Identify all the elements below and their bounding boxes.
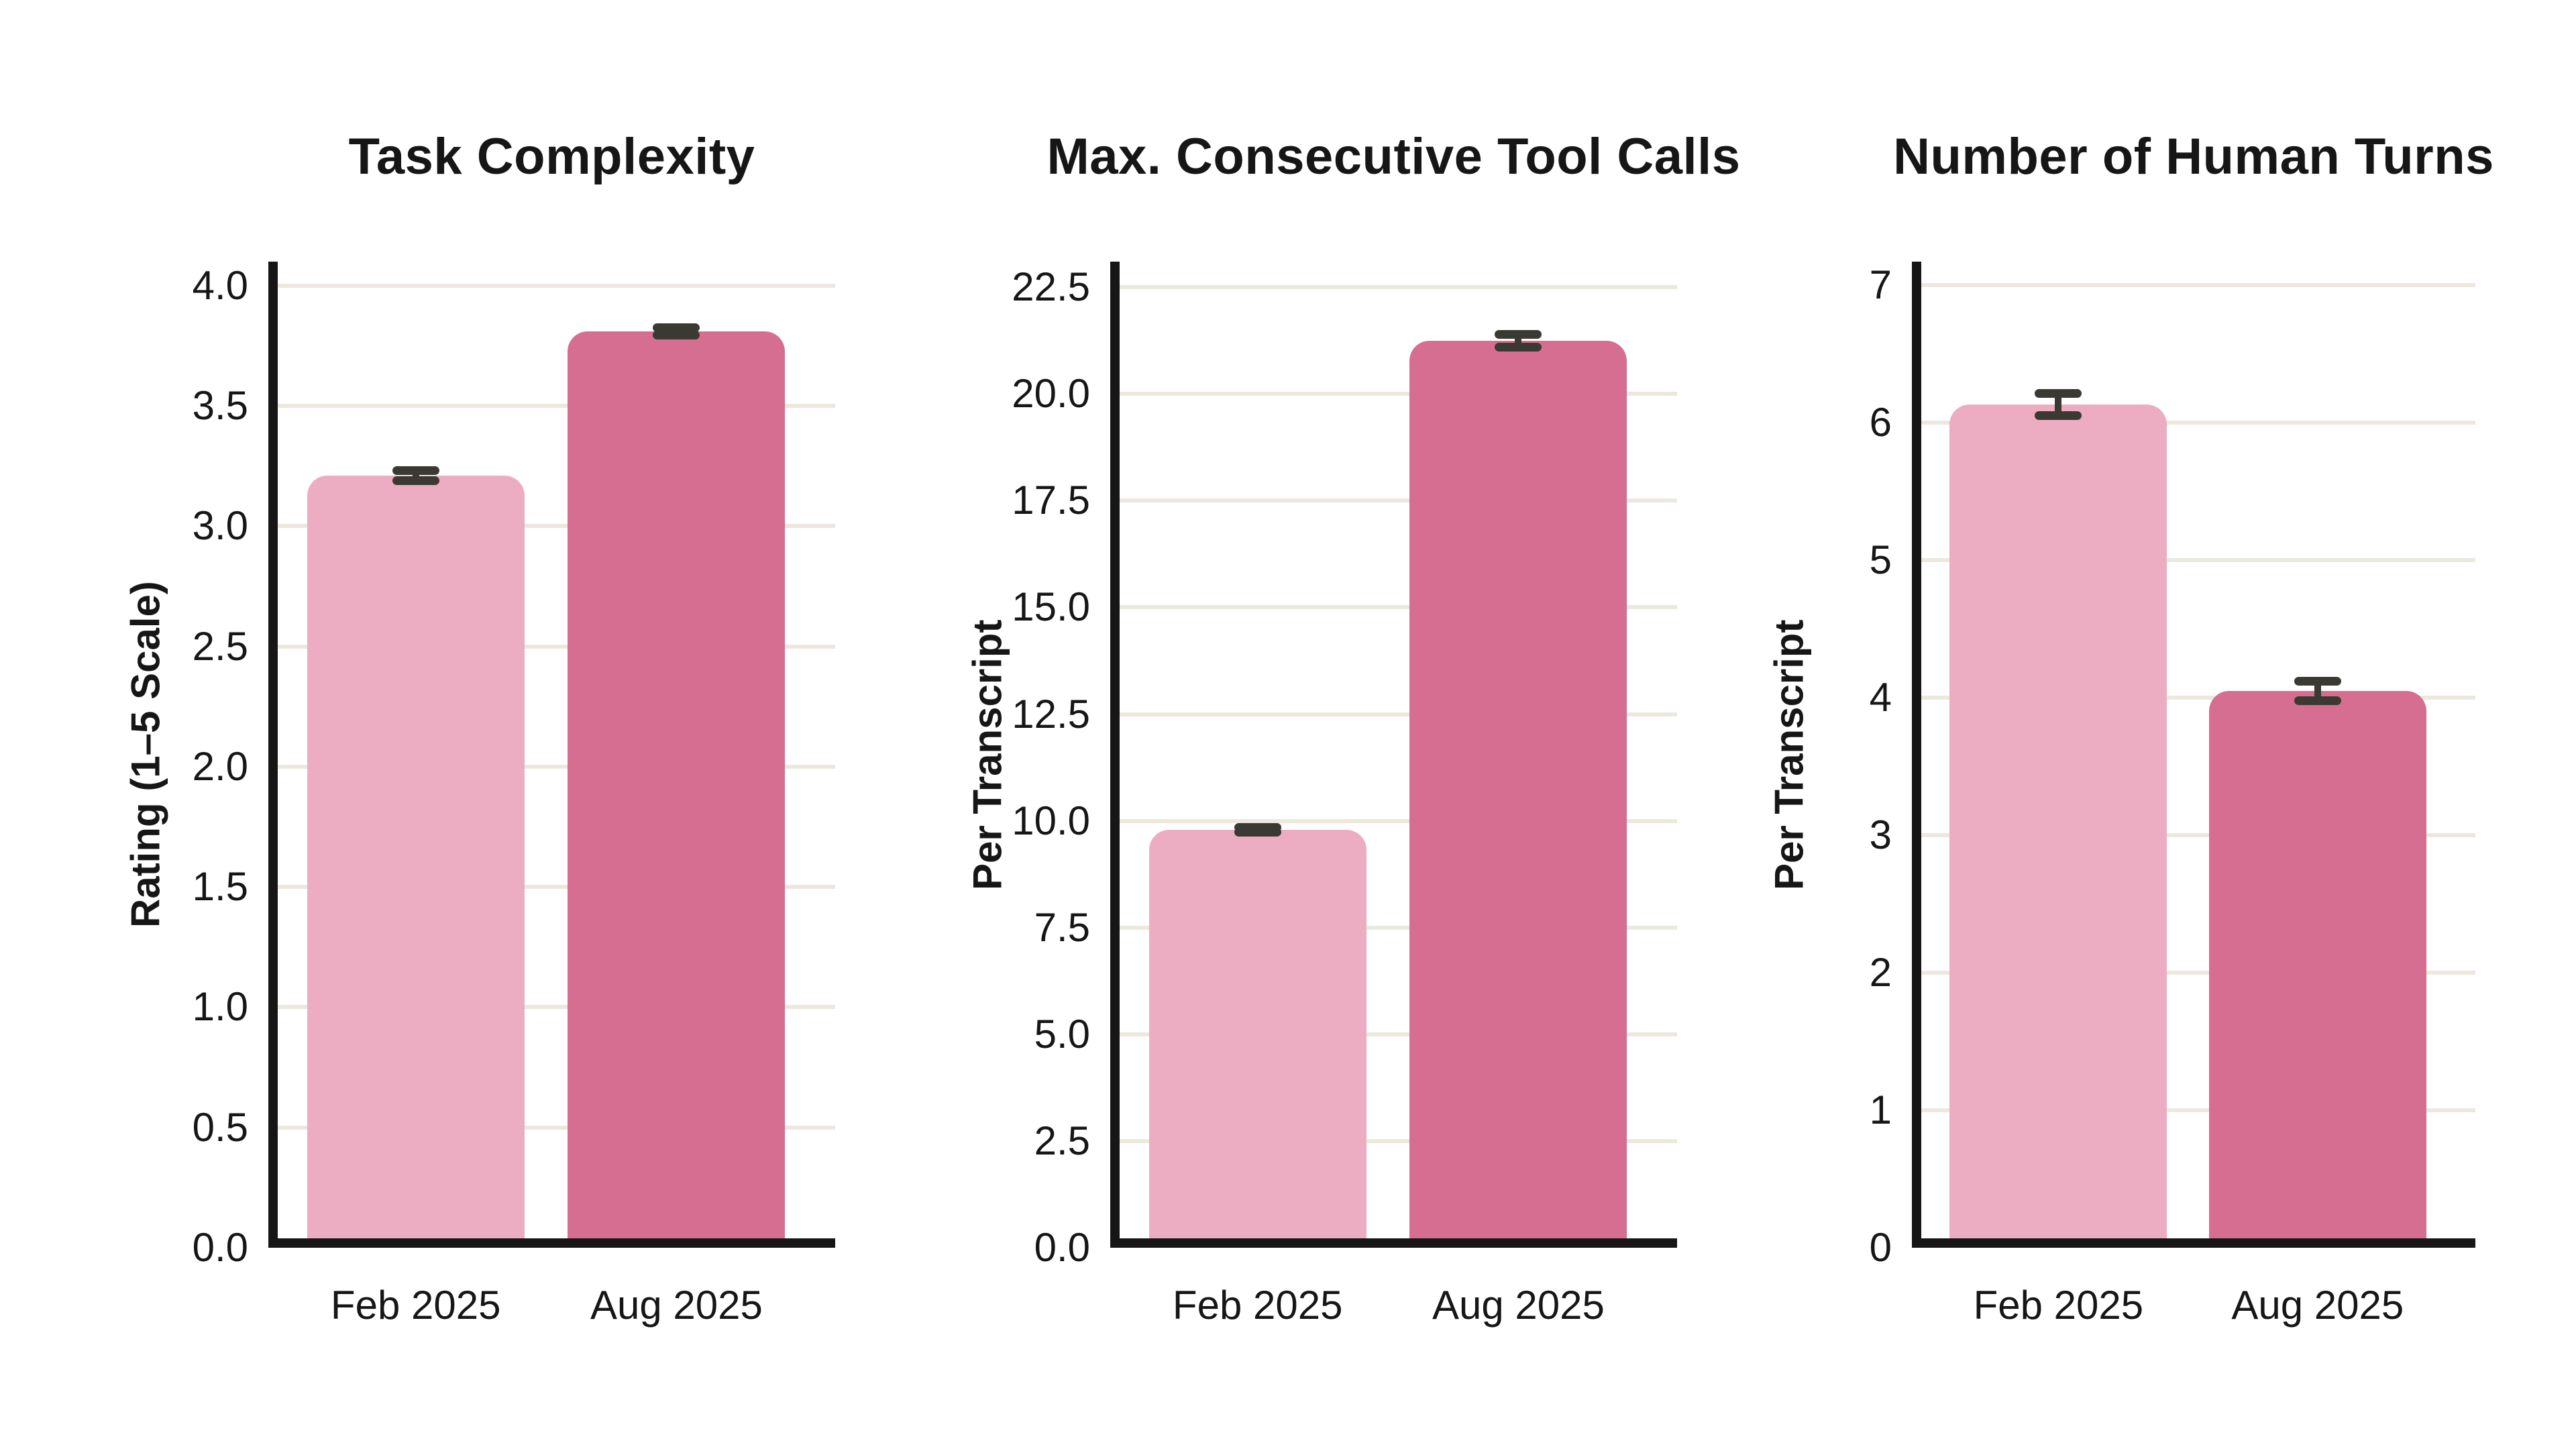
y-tick-label: 0.0 — [1034, 1225, 1090, 1270]
gridline — [268, 283, 835, 288]
chart-title-task-complexity: Task Complexity — [348, 128, 755, 185]
gridline — [1912, 695, 2475, 700]
x-axis-spine — [1110, 1238, 1677, 1248]
y-tick-label: 2.0 — [192, 743, 248, 789]
error-bar-cap — [2294, 676, 2341, 686]
y-tick-label: 1 — [1869, 1087, 1892, 1132]
error-bar-cap — [653, 323, 700, 333]
gridline — [1110, 712, 1677, 716]
y-tick-label: 3.0 — [192, 503, 248, 549]
y-tick-label: 15.0 — [1012, 584, 1090, 630]
gridline — [268, 1125, 835, 1130]
gridline — [268, 764, 835, 769]
y-tick-label: 17.5 — [1012, 478, 1090, 523]
error-bar-cap — [1495, 342, 1542, 352]
bar-aug-2025 — [1409, 340, 1627, 1248]
y-tick-label: 0.5 — [192, 1104, 248, 1150]
gridline — [1912, 833, 2475, 837]
x-tick-label: Feb 2025 — [1172, 1283, 1343, 1328]
plot-area-max-consecutive-tool-calls: 0.0 2.5 5.0 7.5 10.0 12.5 15.0 17.5 20.0 22.5 Feb … — [1012, 262, 1677, 1328]
error-bar-cap — [2035, 411, 2082, 421]
error-bar-line — [1515, 334, 1522, 347]
y-tick-label: 20.0 — [1012, 371, 1090, 417]
y-tick-label: 3.5 — [192, 383, 248, 429]
gridline — [1110, 1032, 1677, 1036]
y-tick-label: 5 — [1869, 537, 1892, 582]
y-tick-label: 12.5 — [1012, 691, 1090, 737]
gridline — [268, 404, 835, 409]
error-bar-cap — [1495, 329, 1542, 339]
chart-title-number-of-human-turns: Number of Human Turns — [1893, 128, 2494, 185]
gridline — [1110, 392, 1677, 396]
gridline — [268, 524, 835, 529]
gridline — [1912, 1108, 2475, 1112]
y-tick-label: 0 — [1869, 1225, 1892, 1270]
y-tick-label: 2 — [1869, 949, 1892, 995]
y-tick-label: 6 — [1869, 399, 1892, 445]
error-bar-line — [2055, 393, 2062, 416]
gridline — [1110, 498, 1677, 503]
x-tick-label: Feb 2025 — [1973, 1283, 2144, 1328]
y-axis-spine — [1110, 262, 1120, 1248]
error-bar-cap — [1234, 828, 1281, 837]
plot-area-task-complexity: 0.0 0.5 1.0 1.5 2.0 2.5 3.0 3.5 4.0 Feb 2025 Aug 2… — [193, 262, 835, 1328]
error-bar-cap — [392, 466, 439, 476]
error-bar-cap — [2294, 696, 2341, 705]
gridline — [1110, 818, 1677, 823]
y-axis-spine — [268, 262, 278, 1248]
gridline — [268, 644, 835, 649]
x-tick-label: Feb 2025 — [330, 1283, 501, 1328]
y-tick-label: 1.0 — [192, 984, 248, 1030]
y-tick-label: 2.5 — [192, 623, 248, 669]
gridline — [1110, 1138, 1677, 1143]
x-tick-label: Aug 2025 — [1432, 1283, 1605, 1328]
x-axis-spine — [268, 1238, 835, 1248]
y-tick-label: 22.5 — [1012, 264, 1090, 310]
y-tick-label: 5.0 — [1034, 1011, 1090, 1057]
x-axis-spine — [1912, 1238, 2475, 1248]
y-tick-label: 4 — [1869, 674, 1892, 720]
y-axis-spine — [1912, 262, 1921, 1248]
gridline — [1110, 925, 1677, 930]
gridline — [1912, 970, 2475, 975]
gridline — [268, 1005, 835, 1010]
y-tick-label: 4.0 — [192, 262, 248, 308]
error-bar-cap — [392, 476, 439, 485]
bar-feb-2025 — [1949, 405, 2167, 1248]
y-tick-label: 3 — [1869, 812, 1892, 857]
plot-area-number-of-human-turns: 0 1 2 3 4 5 6 7 Feb 2025 Aug 2025 — [1870, 262, 2475, 1328]
chart-title-max-consecutive-tool-calls: Max. Consecutive Tool Calls — [1046, 128, 1741, 185]
x-tick-label: Aug 2025 — [590, 1283, 763, 1328]
gridline — [1110, 285, 1677, 290]
bar-feb-2025 — [307, 476, 525, 1248]
x-tick-label: Aug 2025 — [2231, 1283, 2404, 1328]
bar-feb-2025 — [1148, 830, 1366, 1248]
bar-aug-2025 — [2208, 690, 2426, 1248]
gridline — [1912, 282, 2475, 287]
y-tick-label: 10.0 — [1012, 798, 1090, 843]
y-tick-label: 0.0 — [192, 1225, 248, 1270]
gridline — [1912, 420, 2475, 425]
error-bar-cap — [2035, 389, 2082, 398]
error-bar-line — [412, 470, 419, 481]
y-tick-label: 1.5 — [192, 864, 248, 910]
bar-aug-2025 — [568, 331, 786, 1248]
gridline — [1912, 557, 2475, 562]
error-bar-line — [2314, 681, 2321, 700]
y-tick-label: 7.5 — [1034, 904, 1090, 950]
y-tick-label: 2.5 — [1034, 1118, 1090, 1163]
y-tick-label: 7 — [1869, 262, 1892, 307]
error-bar-cap — [653, 330, 700, 339]
gridline — [268, 885, 835, 890]
gridline — [1110, 605, 1677, 610]
